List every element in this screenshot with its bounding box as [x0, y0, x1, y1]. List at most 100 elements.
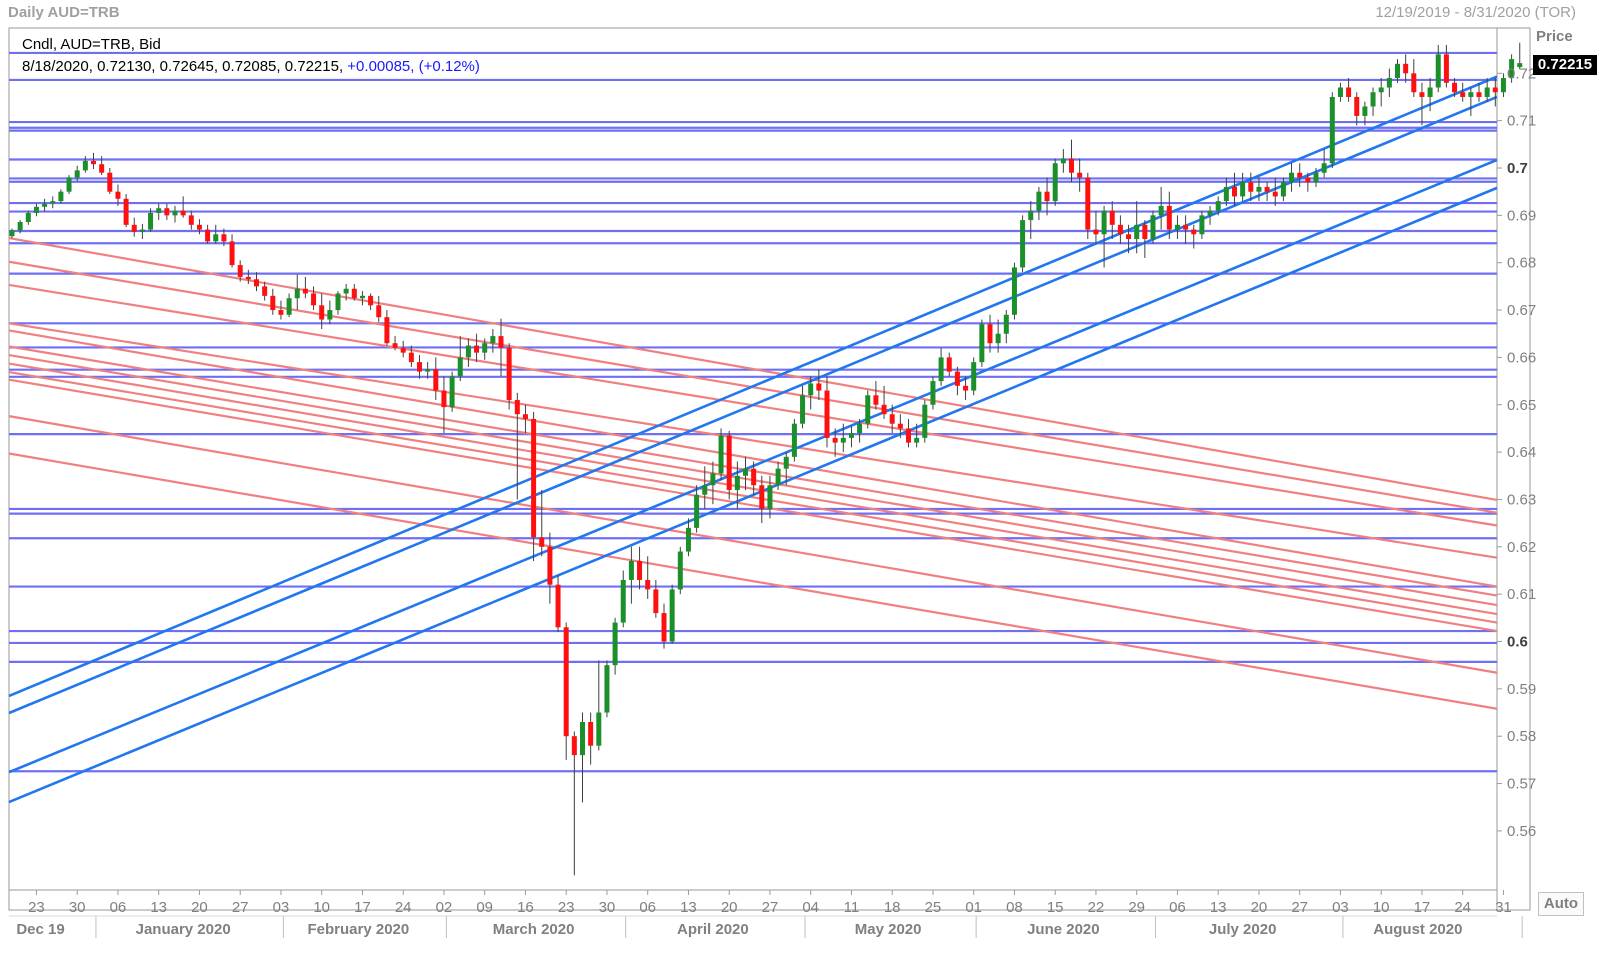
- date-tick-label: 23: [28, 899, 45, 916]
- candle-up: [1337, 87, 1343, 97]
- candle-up: [343, 288, 349, 294]
- candle-down: [1272, 191, 1278, 197]
- price-tick-label: 0.58: [1507, 728, 1536, 745]
- candle-up: [490, 336, 496, 344]
- candle-up: [1435, 54, 1441, 88]
- candle-up: [33, 206, 39, 213]
- candle-down: [196, 224, 202, 230]
- candle-up: [286, 298, 292, 315]
- month-label: March 2020: [493, 921, 575, 938]
- date-axis[interactable]: 23 30 06 13 20 27 03 10 17 24 02 09 16 23 30 06 13 20 27 04…: [9, 890, 1523, 938]
- candle-down: [254, 279, 259, 287]
- candle-up: [743, 468, 748, 476]
- candle-down: [474, 345, 480, 353]
- price-tick-label: 0.66: [1507, 349, 1536, 366]
- horizontal-levels: [9, 51, 1497, 773]
- candle-up: [1215, 201, 1221, 211]
- candle-up: [1028, 210, 1034, 221]
- date-tick-label: 29: [1128, 899, 1145, 916]
- candle-up: [767, 485, 773, 509]
- ohlc-info: 8/18/2020, 0.72130, 0.72645, 0.72085, 0.…: [22, 58, 480, 75]
- candle-up: [1256, 186, 1262, 192]
- candle-up: [857, 423, 863, 434]
- date-tick-label: 13: [680, 899, 697, 916]
- candle-up: [775, 468, 781, 486]
- candle-up: [694, 494, 700, 528]
- candle-down: [1232, 186, 1237, 197]
- candle-up: [1052, 163, 1058, 202]
- date-tick-label: 27: [1291, 899, 1308, 916]
- candle-down: [1183, 224, 1189, 230]
- candle-up: [938, 357, 944, 382]
- candle-down: [751, 468, 757, 486]
- candle-up: [702, 485, 708, 495]
- candle-down: [1411, 73, 1417, 93]
- downtrend-line: [8, 322, 1498, 559]
- candle-down: [1109, 210, 1115, 225]
- candle-up: [791, 423, 797, 457]
- price-axis[interactable]: 0.72 0.71 0.7 0.69 0.68 0.67 0.66 0.65 0.64 0.63 0…: [1497, 65, 1536, 840]
- date-tick-label: 17: [354, 899, 371, 916]
- candle-down: [987, 324, 993, 344]
- candle-down: [726, 435, 732, 490]
- candle-down: [506, 347, 512, 401]
- candle-up: [1362, 106, 1368, 116]
- price-tick-label: 0.62: [1507, 539, 1536, 556]
- candle-up: [677, 551, 683, 590]
- candle-up: [148, 212, 154, 230]
- candle-up: [783, 456, 789, 469]
- candle-down: [1419, 92, 1425, 97]
- candle-down: [1093, 229, 1099, 235]
- auto-scale-button[interactable]: Auto: [1538, 892, 1584, 916]
- candle-down: [637, 561, 643, 580]
- candle-down: [661, 613, 667, 642]
- candle-down: [441, 390, 447, 408]
- candle-down: [547, 546, 553, 585]
- ohlc-values: 8/18/2020, 0.72130, 0.72645, 0.72085, 0.…: [22, 58, 348, 75]
- date-tick-label: 02: [436, 899, 453, 916]
- month-label: May 2020: [855, 921, 922, 938]
- candle-down: [1452, 82, 1458, 93]
- candle-up: [50, 201, 56, 204]
- date-tick-label: 30: [599, 899, 616, 916]
- price-tick-label: 0.59: [1507, 681, 1536, 698]
- last-price-badge: 0.72215: [1533, 55, 1597, 75]
- candle-up: [971, 362, 977, 391]
- candle-down: [1297, 172, 1303, 178]
- month-label: January 2020: [136, 921, 231, 938]
- candle-down: [1117, 224, 1123, 235]
- candle-up: [1150, 215, 1156, 240]
- date-tick-label: 08: [1006, 899, 1023, 916]
- date-tick-label: 10: [1373, 899, 1390, 916]
- candle-up: [1240, 182, 1246, 197]
- candle-up: [1289, 172, 1295, 183]
- date-tick-label: 23: [558, 899, 575, 916]
- candle-down: [417, 362, 422, 372]
- candle-up: [17, 221, 23, 231]
- candle-down: [1305, 177, 1311, 183]
- uptrend-line: [8, 186, 1498, 804]
- price-tick-label: 0.57: [1507, 776, 1536, 793]
- candle-down: [522, 414, 528, 419]
- candle-up: [840, 437, 846, 443]
- candle-down: [954, 371, 960, 386]
- candle-up: [800, 395, 806, 424]
- downtrend-line: [8, 378, 1498, 633]
- candle-down: [1166, 205, 1172, 230]
- price-tick-label: 0.64: [1507, 444, 1536, 461]
- month-label: June 2020: [1027, 921, 1100, 938]
- date-tick-label: 17: [1414, 899, 1431, 916]
- candle-down: [392, 343, 398, 348]
- candle-up: [42, 203, 48, 207]
- candle-up: [9, 230, 15, 237]
- candle-down: [1126, 234, 1132, 240]
- candle-down: [278, 310, 284, 315]
- month-label: July 2020: [1209, 921, 1277, 938]
- date-range-label: 12/19/2019 - 8/31/2020 (TOR): [1375, 4, 1576, 21]
- candle-down: [881, 404, 887, 415]
- candle-up: [1378, 87, 1384, 93]
- candle-down: [653, 589, 659, 614]
- candle-up: [1517, 63, 1523, 68]
